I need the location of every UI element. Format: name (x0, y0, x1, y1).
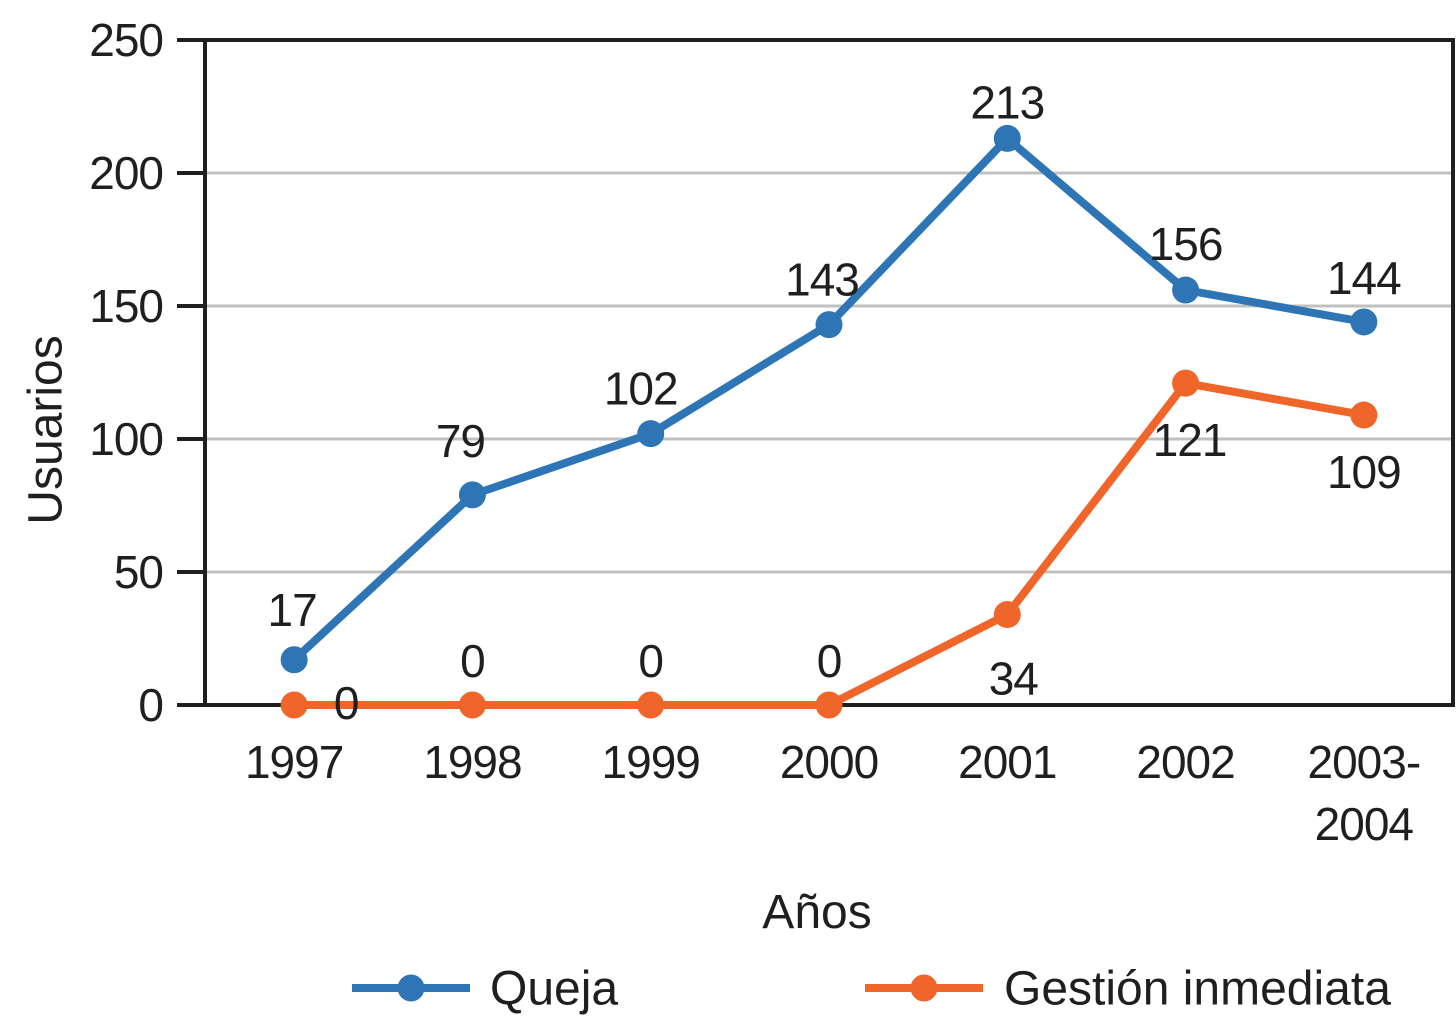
x-tick-label: 2002 (1136, 736, 1234, 788)
legend-item-queja: Queja (352, 963, 618, 1016)
gridlines-layer (205, 171, 1453, 574)
data-point (1350, 401, 1378, 429)
data-label: 79 (436, 415, 485, 467)
x-tick-label: 2001 (958, 736, 1056, 788)
legend-marker-icon (910, 974, 938, 1002)
x-axis-labels-layer: 1997 1998 1999 2000 2001 2002 2003- 2004 (245, 736, 1421, 850)
data-label: 109 (1327, 446, 1401, 498)
data-label: 0 (638, 635, 663, 687)
y-tick-label: 200 (89, 147, 163, 199)
data-label: 0 (460, 635, 485, 687)
data-label: 121 (1153, 414, 1227, 466)
data-label: 17 (268, 584, 317, 636)
legend-label: Gestión inmediata (1004, 963, 1391, 1016)
data-label: 0 (817, 635, 842, 687)
x-tick-label: 2003- (1308, 736, 1421, 788)
data-label: 102 (604, 363, 678, 415)
y-tick-label: 100 (89, 413, 163, 465)
data-point (815, 311, 843, 339)
x-tick-label: 1999 (602, 736, 700, 788)
data-point (637, 420, 665, 448)
data-label: 34 (989, 653, 1039, 705)
series-layer (280, 124, 1378, 719)
legend-label: Queja (490, 963, 618, 1016)
legend: Queja Gestión inmediata (352, 963, 1391, 1016)
data-point (458, 691, 486, 719)
data-label: 156 (1149, 218, 1223, 270)
data-point (280, 646, 308, 674)
data-point (993, 124, 1021, 152)
y-tick-label: 50 (114, 546, 163, 598)
data-label: 144 (1327, 252, 1401, 304)
data-label: 143 (785, 254, 859, 306)
plot-border (203, 38, 1455, 707)
x-tick-label: 1997 (245, 736, 343, 788)
x-tick-label: 2004 (1315, 798, 1414, 850)
x-tick-label: 1998 (423, 736, 521, 788)
data-point (1350, 308, 1378, 336)
data-point (1172, 369, 1200, 397)
data-point (637, 691, 665, 719)
x-axis-title: Años (762, 886, 871, 939)
data-point (458, 481, 486, 509)
data-label: 0 (334, 677, 359, 729)
y-tick-label: 150 (89, 280, 163, 332)
y-tick-label: 0 (138, 679, 163, 731)
data-point (1172, 276, 1200, 304)
y-axis-ticks-layer: 0 50 100 150 200 250 (89, 14, 205, 731)
data-point (993, 601, 1021, 629)
y-tick-label: 250 (89, 14, 163, 66)
legend-item-gestion-inmediata: Gestión inmediata (865, 963, 1391, 1016)
legend-marker-icon (397, 974, 425, 1002)
data-labels-layer: 17 79 102 143 213 156 144 0 0 0 0 34 121 109 (268, 76, 1403, 729)
data-label: 213 (970, 76, 1044, 128)
series-line-queja (291, 132, 1365, 663)
data-point (815, 691, 843, 719)
data-point (280, 691, 308, 719)
y-axis-title: Usuarios (20, 335, 73, 524)
x-tick-label: 2000 (780, 736, 878, 788)
